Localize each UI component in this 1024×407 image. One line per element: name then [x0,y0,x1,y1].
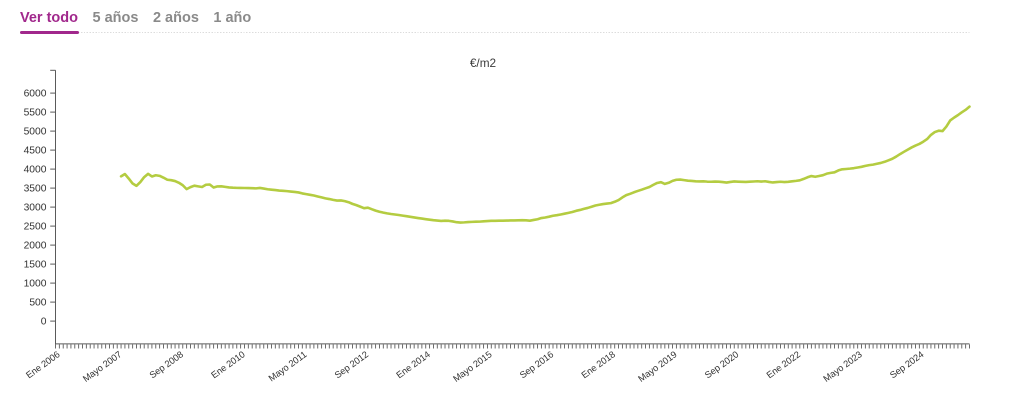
x-tick-label: Mayo 2023 [821,349,863,384]
tab-5-años[interactable]: 5 años [93,8,139,34]
time-range-tabbar: Ver todo 5 años 2 años 1 año [19,0,970,34]
tab-1-año[interactable]: 1 año [213,8,251,34]
tab-2-años[interactable]: 2 años [153,8,199,34]
y-tick-label: 4500 [24,146,47,157]
time-range-tabs: Ver todo 5 años 2 años 1 año [19,8,266,34]
active-tab-underline [19,30,79,34]
x-tick-label: Sep 2012 [333,349,370,380]
x-tick-label: Ene 2022 [765,349,802,380]
x-tick-label: Mayo 2019 [636,349,678,384]
y-tick-label: 5000 [24,127,47,138]
y-tick-label: 500 [29,298,46,309]
x-tick-label: Ene 2006 [24,349,61,380]
x-tick-label: Sep 2020 [703,349,740,380]
price-line [119,105,971,224]
x-tick-label: Mayo 2007 [81,349,123,384]
x-tick-label: Sep 2024 [888,349,925,380]
tab-label: Ver todo [20,10,79,26]
x-tick-label: Ene 2014 [394,349,431,380]
chart-title: €/m2 [469,56,497,71]
x-tick-label: Mayo 2015 [451,349,493,384]
y-tick-label: 5500 [24,108,47,119]
y-tick-label: 1000 [24,279,47,290]
x-tick-label: Mayo 2011 [267,349,309,383]
y-tick-label: 3500 [24,184,47,195]
y-tick-label: 4000 [24,165,47,176]
tab-label: 2 años [152,10,199,26]
tabbar-divider [20,31,970,34]
tab-label: 5 años [92,10,139,26]
y-tick-label: 6000 [24,89,47,100]
x-tick-label: Sep 2008 [148,349,185,380]
y-tick-label: 2500 [24,222,47,233]
x-tick-label: Ene 2010 [209,349,246,380]
y-tick-label: 0 [41,317,47,328]
x-tick-label: Sep 2016 [518,349,555,380]
y-tick-label: 3000 [24,203,47,214]
tab-label: 1 año [213,10,252,26]
x-tick-label: Ene 2018 [580,349,617,380]
tab-ver-todo[interactable]: Ver todo [19,8,79,34]
y-tick-label: 2000 [24,241,47,252]
y-tick-label: 1500 [24,260,47,271]
